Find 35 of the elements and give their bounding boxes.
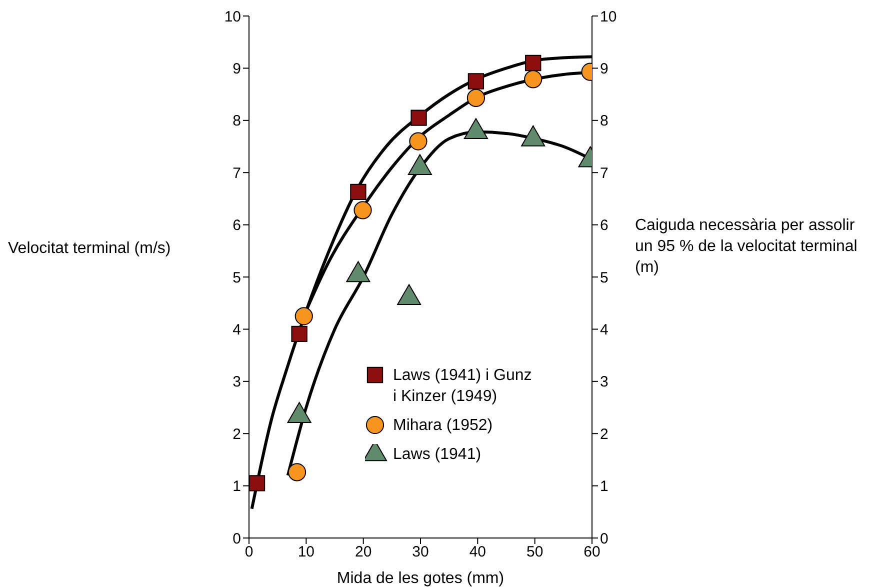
y-tick-label: 6 [232, 217, 241, 234]
y-tick-label: 3 [232, 374, 241, 391]
y-tick-label: 8 [232, 112, 241, 130]
y-tick-label: 10 [224, 8, 241, 26]
y2-tick-label: 8 [600, 112, 608, 130]
y2-tick-label: 1 [600, 478, 608, 496]
y-tick-label: 4 [232, 322, 241, 339]
x-tick-label: 20 [354, 544, 372, 561]
legend-label: Mihara (1952) [393, 416, 493, 436]
y-tick-label: 0 [232, 530, 241, 548]
y2-tick-label: 0 [600, 530, 608, 548]
legend-label: Laws (1941) i Gunz i Kinzer (1949) [393, 366, 533, 407]
y-axis-title: Velocitat terminal (m/s) [8, 240, 172, 258]
y2-tick-label: 5 [600, 269, 608, 286]
x-tick-label: 30 [412, 544, 429, 561]
y-tick-label: 5 [232, 269, 241, 286]
x-tick-label: 50 [526, 544, 544, 561]
y-tick-label: 1 [232, 478, 241, 496]
x-axis-title: Mida de les gotes (mm) [336, 570, 504, 587]
x-tick-label: 40 [469, 544, 486, 561]
y-tick-label: 2 [232, 426, 241, 443]
y2-tick-label: 4 [600, 322, 608, 339]
y2-tick-label: 6 [600, 217, 608, 234]
y2-tick-label: 10 [600, 8, 617, 26]
x-tick-label: 10 [298, 544, 315, 561]
y-tick-label: 9 [232, 60, 241, 78]
x-tick-label: 60 [584, 544, 600, 561]
y2-tick-label: 2 [600, 426, 608, 443]
legend-label: Laws (1941) [393, 445, 482, 465]
y2-tick-label: 7 [600, 164, 608, 182]
y-tick-label: 7 [232, 164, 241, 182]
y2-axis-title: Caiguda necessària per assolir un 95 % de la velocitat terminal (m) [635, 216, 858, 278]
y2-tick-label: 9 [600, 60, 608, 78]
y2-tick-label: 3 [600, 374, 608, 391]
x-tick-label: 0 [244, 544, 254, 561]
